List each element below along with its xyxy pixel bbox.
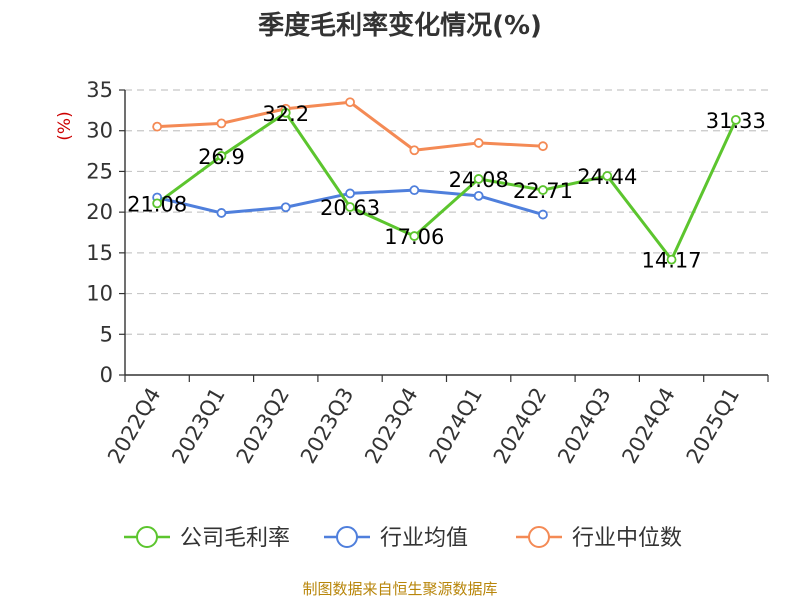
legend-label: 行业中位数: [572, 526, 682, 551]
series-lines: [156, 100, 738, 262]
data-point: [345, 97, 355, 108]
y-tick-label: 30: [86, 119, 113, 143]
legend-item: 公司毛利率: [124, 526, 290, 551]
data-point: [473, 138, 484, 148]
data-point: [730, 114, 741, 125]
data-point: [602, 171, 613, 181]
x-tick-label: 2023Q2: [232, 384, 294, 468]
x-tick-label: 2023Q1: [167, 384, 229, 468]
data-point: [666, 254, 677, 265]
legend-marker: [136, 526, 158, 548]
axes: [119, 89, 769, 382]
series-line: [156, 111, 738, 262]
x-tick-label: 2024Q3: [553, 384, 615, 468]
x-tick-label: 2023Q4: [360, 384, 422, 468]
y-tick-label: 15: [86, 241, 113, 265]
y-tick-label: 0: [100, 363, 113, 387]
series-points: [152, 97, 741, 265]
data-point: [345, 188, 355, 199]
y-tick-label: 20: [86, 200, 113, 224]
data-label: 26.9: [198, 145, 245, 169]
data-point: [473, 174, 484, 184]
data-label: 31.33: [706, 109, 766, 133]
data-point: [345, 202, 355, 212]
data-point: [152, 198, 163, 209]
x-tick-label: 2022Q4: [103, 384, 165, 468]
data-point: [538, 209, 548, 220]
data-label: 24.44: [577, 165, 637, 189]
series-line: [157, 100, 544, 152]
chart-title: 季度毛利率变化情况(%): [258, 10, 542, 41]
legend-marker: [528, 526, 550, 548]
data-point: [538, 185, 548, 195]
data-point: [216, 208, 227, 218]
x-tick-label: 2024Q4: [617, 384, 679, 468]
x-tick-label: 2023Q3: [296, 384, 358, 468]
x-tick-label: 2025Q1: [682, 384, 744, 468]
legend-item: 行业均值: [324, 526, 468, 551]
data-label: 20.63: [320, 196, 380, 220]
data-label: 21.08: [127, 192, 187, 216]
legend: 公司毛利率 行业均值 行业中位数: [124, 526, 682, 551]
legend-marker: [336, 526, 358, 548]
y-tick-label: 10: [86, 282, 113, 306]
x-tick-label: 2024Q1: [425, 384, 487, 468]
data-label: 22.71: [513, 179, 573, 203]
data-label: 24.08: [449, 168, 509, 192]
data-point: [473, 190, 484, 201]
source-note: 制图数据来自恒生聚源数据库: [302, 580, 497, 598]
data-point: [280, 202, 291, 213]
data-point: [152, 121, 163, 132]
data-point: [216, 118, 227, 129]
data-point: [409, 231, 420, 241]
data-label: 32.2: [262, 102, 309, 126]
x-tick-label: 2024Q2: [489, 384, 551, 468]
data-point: [216, 151, 227, 161]
data-point: [280, 107, 291, 118]
legend-item: 行业中位数: [516, 526, 682, 551]
data-label: 14.17: [641, 249, 701, 273]
legend-label: 行业均值: [380, 526, 468, 551]
data-point: [409, 185, 420, 196]
y-tick-label: 25: [86, 159, 113, 183]
y-axis-label: (%): [55, 111, 75, 140]
data-point: [538, 141, 548, 152]
data-point: [409, 145, 420, 156]
y-tick-label: 35: [86, 78, 113, 102]
legend-label: 公司毛利率: [180, 526, 290, 551]
data-label: 17.06: [384, 225, 444, 249]
y-tick-label: 5: [100, 322, 113, 346]
